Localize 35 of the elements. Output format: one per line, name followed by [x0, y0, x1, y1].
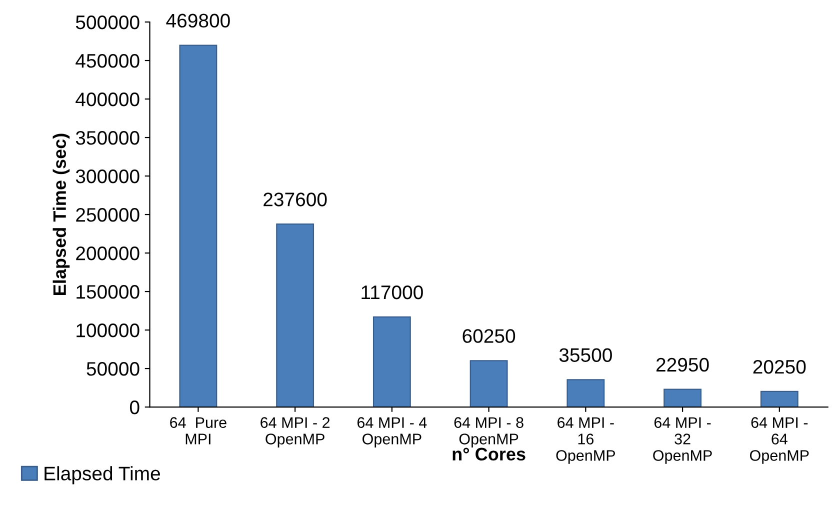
bar [470, 360, 508, 408]
y-tick-label: 450000 [76, 54, 140, 68]
data-label: 35500 [559, 348, 612, 362]
x-axis-title: n° Cores [452, 448, 526, 461]
bar [760, 390, 798, 408]
x-tick-label: 64 MPI - 2 OpenMP [260, 417, 330, 448]
y-tick-label: 400000 [76, 92, 140, 106]
y-tick-label: 350000 [76, 130, 140, 145]
data-label: 60250 [462, 329, 516, 343]
legend-label: Elapsed Time [44, 466, 160, 484]
y-tick-label: 250000 [76, 208, 140, 222]
y-tick-label: 50000 [86, 362, 140, 376]
data-label: 237600 [264, 192, 327, 206]
bar [566, 379, 605, 408]
bar [276, 224, 314, 408]
y-axis-title: Elapsed Time (sec) [52, 134, 70, 295]
x-tick-label: 64 Pure MPI [170, 417, 226, 444]
y-tick-label: 500000 [76, 15, 140, 30]
y-tick-label: 100000 [76, 324, 140, 338]
x-tick-label: 64 MPI - 64 OpenMP [750, 417, 809, 464]
x-tick-label: 64 MPI - 16 OpenMP [556, 417, 616, 464]
x-tick-label: 64 MPI - 4 OpenMP [357, 417, 427, 448]
data-label: 469800 [166, 14, 230, 28]
bar [372, 316, 411, 408]
data-label: 117000 [362, 285, 423, 300]
y-tick-label: 0 [130, 400, 140, 414]
x-tick-label: 64 MPI - 8 OpenMP [454, 417, 524, 448]
data-label: 20250 [753, 360, 806, 374]
data-label: 22950 [656, 358, 709, 372]
y-tick-label: 150000 [76, 285, 140, 299]
bar [179, 44, 218, 408]
bar [664, 388, 702, 408]
y-tick-label: 300000 [76, 169, 140, 184]
x-tick-label: 64 MPI - 32 OpenMP [653, 417, 712, 464]
y-tick-label: 200000 [76, 246, 140, 260]
